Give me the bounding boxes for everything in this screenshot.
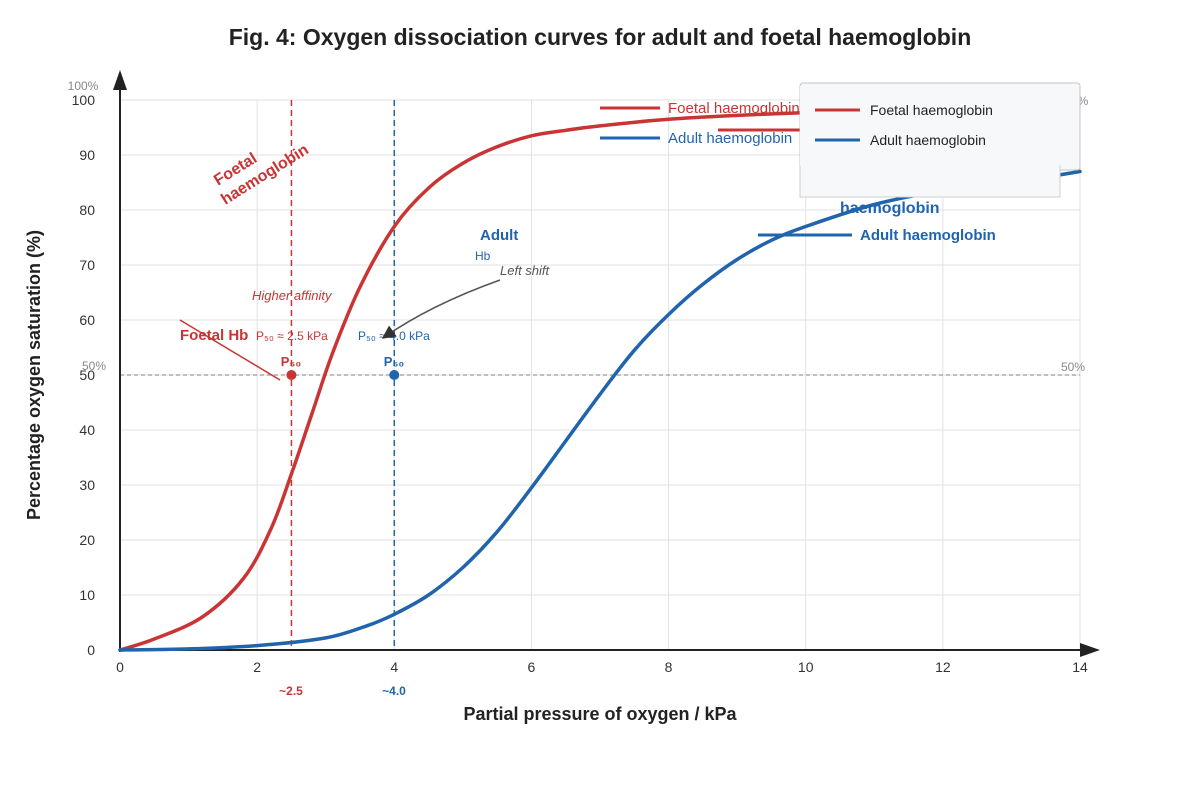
adult-p50-point (389, 370, 400, 380)
pct-100-left-label: 100% (68, 79, 99, 93)
x-axis-ticks: 0 2 4 6 8 10 12 14 (116, 659, 1088, 675)
y-tick-label: 20 (79, 532, 95, 548)
legend-box-fill (800, 86, 1060, 166)
y-tick-label: 70 (79, 257, 95, 273)
legend-box-underlay (799, 164, 1061, 198)
foetal-hb-pointer (179, 319, 281, 381)
y-tick-label: 40 (79, 422, 95, 438)
x-axis-title: Partial pressure of oxygen / kPa (463, 704, 737, 724)
legend-adult-label: Adult haemoglobin (870, 132, 986, 148)
x-tick-label: 14 (1072, 659, 1088, 675)
foetal-p50-marker-label: P₅₀ (281, 354, 302, 369)
legend-foetal-label: Foetal haemoglobin (870, 102, 993, 118)
foetal-curve-label: Foetal haemoglobin (211, 141, 312, 208)
y-tick-label: 50 (79, 367, 95, 383)
left-shift-arrow (381, 279, 501, 339)
left-shift-label: Left shift (500, 263, 551, 278)
y-tick-label: 30 (79, 477, 95, 493)
adult-curve-label-2: haemoglobin (840, 200, 940, 217)
y-tick-label: 60 (79, 312, 95, 328)
adult-haemoglobin-curve (118, 169, 1082, 652)
y-axis-ticks: 0 10 20 30 40 50 60 70 80 90 100 (72, 92, 96, 658)
y-tick-label: 100 (72, 92, 96, 108)
foetal-hb-label: Foetal Hb (180, 327, 248, 344)
adult-curve-key-label: Adult haemoglobin (860, 227, 996, 244)
pct-50-left-label: 50% (82, 359, 106, 373)
p50-markers (286, 370, 400, 380)
foetal-p50-point (286, 370, 297, 380)
legend-ghost-adult-label: Adult haemoglobin (668, 130, 792, 147)
y-tick-label: 0 (87, 642, 95, 658)
x-tick-label: 10 (798, 659, 814, 675)
y-axis-arrowhead (113, 70, 127, 90)
x-axis-arrowhead (1080, 643, 1100, 657)
foetal-haemoglobin-curve (118, 110, 808, 652)
foetal-p50-value: P₅₀ ≈ 2.5 kPa (256, 329, 328, 343)
y-tick-label: 80 (79, 202, 95, 218)
foetal-x-note: ~2.5 (279, 684, 303, 698)
x-tick-label: 8 (665, 659, 673, 675)
legend: Foetal haemoglobin Adult haemoglobin (799, 82, 1081, 198)
x-tick-label: 2 (253, 659, 261, 675)
y-axis-title: Percentage oxygen saturation (%) (24, 230, 44, 520)
higher-affinity-label: Higher affinity (252, 288, 333, 303)
adult-x-note: ~4.0 (382, 684, 406, 698)
x-tick-label: 6 (528, 659, 536, 675)
axes (113, 70, 1100, 657)
x-tick-label: 4 (390, 659, 398, 675)
adult-curve-sub-label: Hb (475, 249, 491, 263)
adult-p50-marker-label: P₅₀ (384, 354, 405, 369)
pct-50-right-label: 50% (1061, 360, 1085, 374)
x-tick-label: 0 (116, 659, 124, 675)
chart-title: Fig. 4: Oxygen dissociation curves for a… (229, 24, 972, 50)
adult-curve-label: Adult (480, 227, 518, 244)
y-tick-label: 90 (79, 147, 95, 163)
y-tick-label: 10 (79, 587, 95, 603)
x-tick-label: 12 (935, 659, 951, 675)
